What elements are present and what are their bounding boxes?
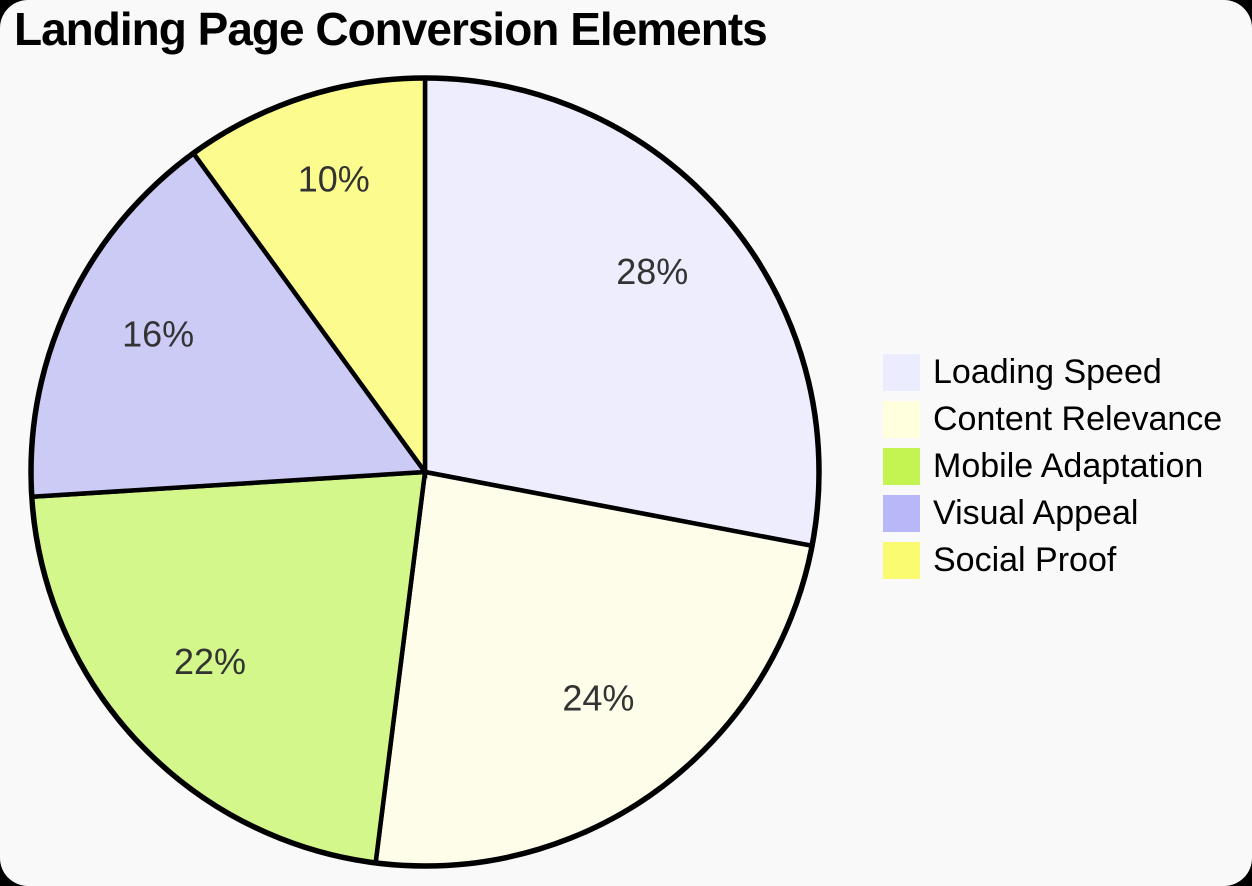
legend-item-mobile-adaptation: Mobile Adaptation	[883, 448, 1222, 485]
legend-swatch-mobile-adaptation	[883, 448, 920, 485]
slice-percentage-label-social-proof: 10%	[298, 158, 370, 199]
legend-label-visual-appeal: Visual Appeal	[933, 494, 1139, 532]
pie-slice-loading-speed	[422, 75, 822, 549]
chart-title: Landing Page Conversion Elements	[14, 3, 768, 55]
legend-label-content-relevance: Content Relevance	[933, 400, 1223, 438]
legend-label-social-proof: Social Proof	[933, 541, 1117, 579]
slice-percentage-label-mobile-adaptation: 22%	[174, 641, 246, 682]
legend-item-loading-speed: Loading Speed	[883, 354, 1222, 391]
slice-percentage-label-visual-appeal: 16%	[122, 313, 194, 354]
pie-slice-content-relevance	[373, 469, 815, 869]
legend-swatch-social-proof	[883, 542, 920, 579]
legend-swatch-visual-appeal	[883, 495, 920, 532]
legend-swatch-content-relevance	[883, 401, 920, 438]
legend-item-social-proof: Social Proof	[883, 542, 1222, 579]
legend-swatch-loading-speed	[883, 354, 920, 391]
legend-item-visual-appeal: Visual Appeal	[883, 495, 1222, 532]
legend-item-content-relevance: Content Relevance	[883, 401, 1222, 438]
legend: Loading Speed Content Relevance Mobile Ada…	[883, 354, 1222, 589]
legend-label-loading-speed: Loading Speed	[933, 353, 1162, 391]
slice-percentage-label-content-relevance: 24%	[562, 678, 634, 719]
slice-percentage-label-loading-speed: 28%	[616, 251, 688, 292]
legend-label-mobile-adaptation: Mobile Adaptation	[933, 447, 1204, 485]
pie-outer-rim	[28, 75, 822, 869]
